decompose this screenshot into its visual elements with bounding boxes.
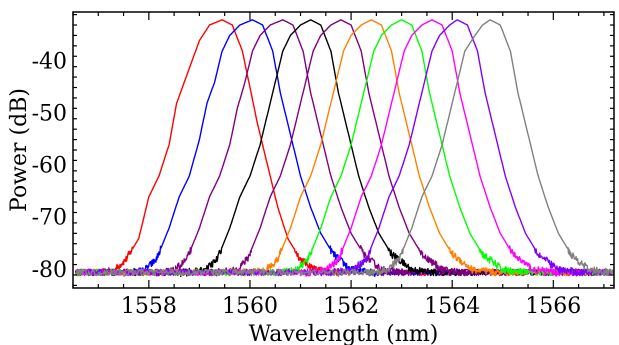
y-axis-label: Power (dB) <box>7 88 32 212</box>
series-layer <box>74 19 615 277</box>
y-tick-label: -80 <box>32 258 67 283</box>
x-tick-label: 1564 <box>424 294 480 319</box>
x-axis-label: Wavelength (nm) <box>249 322 439 345</box>
axes-layer: 1558 1560 1562 1564 1566 -40 -50 -60 -70 -80 <box>32 11 615 319</box>
y-tick-label: -40 <box>32 49 67 74</box>
y-tick-label: -60 <box>32 154 67 179</box>
x-tick-label: 1560 <box>222 294 278 319</box>
x-tick-label: 1562 <box>323 294 379 319</box>
x-tick-label: 1566 <box>525 294 581 319</box>
x-tick-label: 1558 <box>121 294 177 319</box>
y-tick-label: -70 <box>32 206 67 231</box>
series-line-10 <box>74 19 615 277</box>
y-tick-label: -50 <box>32 102 67 127</box>
